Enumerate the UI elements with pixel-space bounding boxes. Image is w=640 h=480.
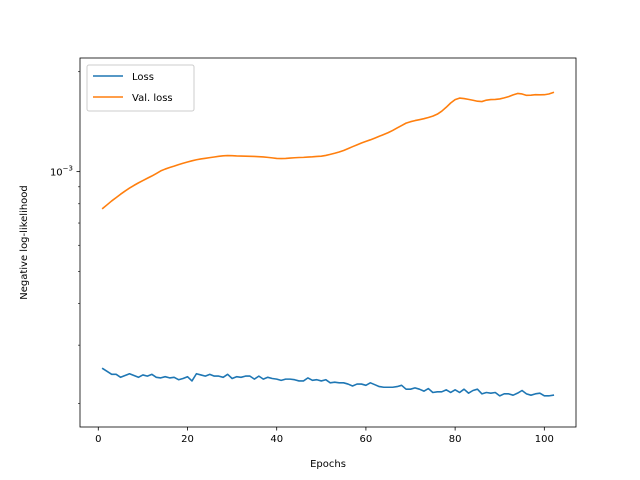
series-line-loss xyxy=(101,367,555,397)
x-axis-label: Epochs xyxy=(310,459,346,470)
x-tick-label: 80 xyxy=(449,434,462,445)
legend-label-loss: Loss xyxy=(132,72,154,83)
series-layer xyxy=(101,91,555,397)
plot-area xyxy=(80,58,576,427)
x-axis: 0 20 40 60 80 100 xyxy=(95,427,554,445)
x-tick-label: 0 xyxy=(95,434,101,445)
y-axis-label: Negative log-likelihood xyxy=(19,185,30,300)
axes-frame xyxy=(79,57,577,428)
series-line-val-loss xyxy=(101,91,555,210)
x-tick-label: 40 xyxy=(270,434,283,445)
legend: Loss Val. loss xyxy=(86,64,195,112)
y-tick-label: 10−3 xyxy=(50,165,73,179)
legend-label-val-loss: Val. loss xyxy=(132,93,173,104)
y-axis: 10−3 xyxy=(50,71,80,404)
x-tick-label: 20 xyxy=(181,434,194,445)
x-tick-label: 100 xyxy=(535,434,554,445)
axes-background xyxy=(80,58,576,427)
x-tick-label: 60 xyxy=(360,434,373,445)
